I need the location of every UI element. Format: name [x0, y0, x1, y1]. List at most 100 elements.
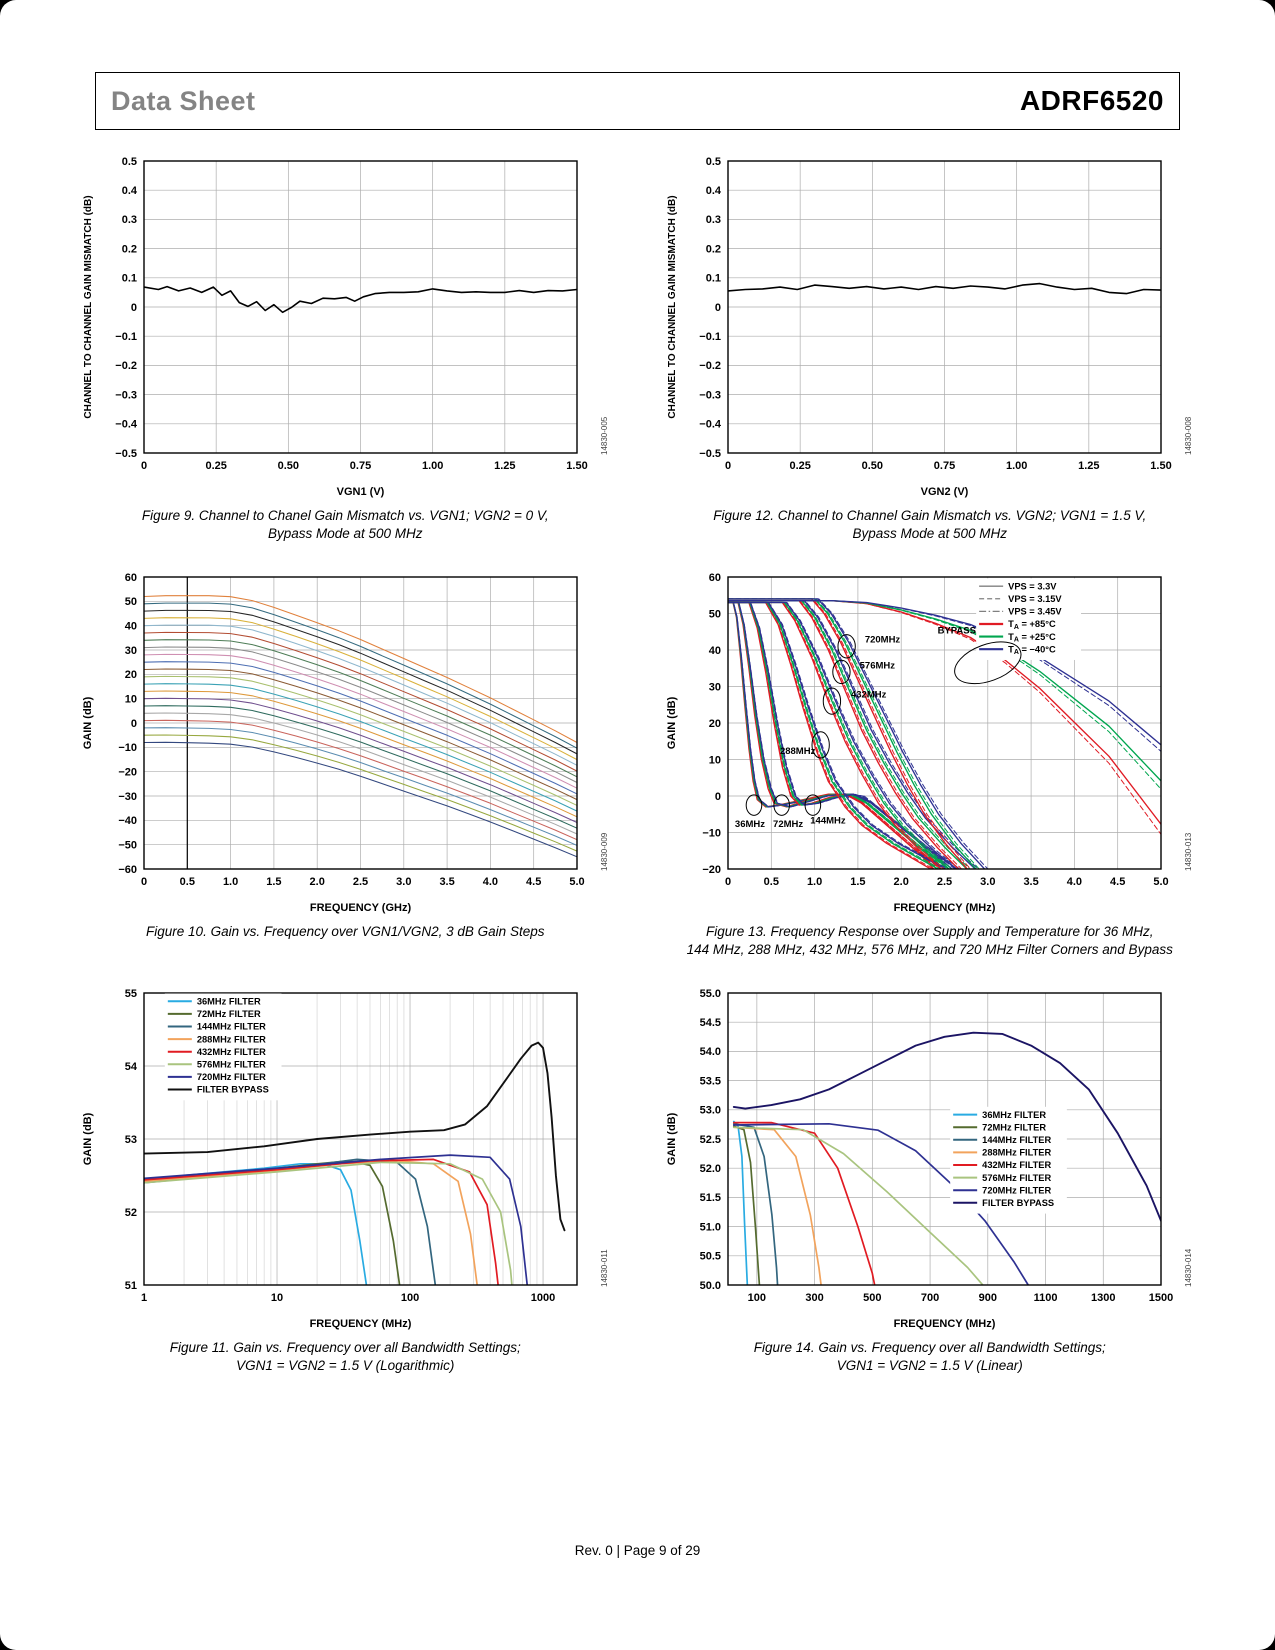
svg-text:40: 40 — [125, 621, 137, 633]
svg-text:720MHz FILTER: 720MHz FILTER — [197, 1072, 266, 1082]
svg-text:1.25: 1.25 — [494, 460, 515, 472]
svg-text:−0.5: −0.5 — [115, 448, 137, 460]
figures-grid: 0 0.25 0.50 0.75 1.00 1.25 1.50 0.5 0.4 0.3 0.2 0.1… — [70, 148, 1205, 1374]
svg-text:5.0: 5.0 — [569, 876, 584, 888]
svg-text:VPS = 3.15V: VPS = 3.15V — [1008, 594, 1062, 604]
svg-text:0.1: 0.1 — [121, 273, 136, 285]
svg-text:0: 0 — [715, 791, 721, 803]
svg-text:52.5: 52.5 — [700, 1134, 721, 1146]
svg-text:−10: −10 — [703, 827, 722, 839]
chart-mismatch-vgn2-svg: 0 0.25 0.50 0.75 1.00 1.25 1.50 0.5 0.4 0.3 0.2 0.1… — [667, 156, 1193, 498]
svg-text:0: 0 — [725, 876, 731, 888]
svg-text:720MHz FILTER: 720MHz FILTER — [982, 1186, 1051, 1196]
svg-text:144MHz FILTER: 144MHz FILTER — [197, 1022, 266, 1032]
figure-9-caption: Figure 9. Channel to Chanel Gain Mismatc… — [78, 507, 613, 542]
svg-text:−0.2: −0.2 — [700, 360, 722, 372]
caption-line: Figure 13. Frequency Response over Suppl… — [706, 924, 1154, 940]
svg-text:60: 60 — [125, 572, 137, 584]
svg-text:0.2: 0.2 — [706, 243, 721, 255]
svg-text:−0.4: −0.4 — [115, 419, 138, 431]
svg-text:300: 300 — [806, 1292, 824, 1304]
figure-12-caption: Figure 12. Channel to Channel Gain Misma… — [662, 507, 1197, 542]
svg-text:BYPASS: BYPASS — [938, 626, 976, 637]
svg-text:TA = +25°C: TA = +25°C — [1008, 632, 1056, 644]
svg-text:FILTER BYPASS: FILTER BYPASS — [982, 1198, 1054, 1208]
svg-text:51.5: 51.5 — [700, 1192, 721, 1204]
svg-text:288MHz FILTER: 288MHz FILTER — [982, 1148, 1051, 1158]
svg-text:VPS = 3.45V: VPS = 3.45V — [1008, 607, 1062, 617]
part-number: ADRF6520 — [1019, 85, 1164, 116]
chart-bandwidth-linear-svg: 100 300 500 700 900 1100 1300 1500 55.0 54.5 54.0 5… — [666, 988, 1193, 1330]
svg-text:53.0: 53.0 — [700, 1105, 721, 1117]
svg-text:1.50: 1.50 — [1151, 460, 1172, 472]
svg-text:0.50: 0.50 — [862, 460, 883, 472]
svg-text:432MHz FILTER: 432MHz FILTER — [982, 1160, 1051, 1170]
svg-text:VGN1 (V): VGN1 (V) — [336, 486, 384, 498]
svg-text:2.5: 2.5 — [937, 876, 952, 888]
figure-9: 0 0.25 0.50 0.75 1.00 1.25 1.50 0.5 0.4 0.3 0.2 0.1… — [78, 148, 613, 542]
chart-gain-steps: 0 0.5 1.0 1.5 2.0 2.5 3.0 3.5 4.0 4.5 5.0 60 50 40 30 2… — [78, 564, 613, 918]
svg-text:0.75: 0.75 — [350, 460, 371, 472]
svg-text:3.0: 3.0 — [396, 876, 411, 888]
figure-11: 1 10 100 1000 55 54 53 52 51 FREQUENCY (MHz) GAIN … — [78, 980, 613, 1374]
svg-text:14830-011: 14830-011 — [600, 1249, 609, 1287]
svg-text:4.5: 4.5 — [1110, 876, 1125, 888]
svg-text:100: 100 — [401, 1292, 419, 1304]
svg-text:0: 0 — [725, 460, 731, 472]
svg-text:0.75: 0.75 — [934, 460, 955, 472]
svg-text:55: 55 — [125, 988, 137, 1000]
page-footer: Rev. 0 | Page 9 of 29 — [574, 1543, 701, 1558]
svg-text:3.5: 3.5 — [1024, 876, 1039, 888]
svg-text:40: 40 — [709, 645, 721, 657]
svg-text:0.1: 0.1 — [706, 273, 721, 285]
svg-text:900: 900 — [979, 1292, 997, 1304]
caption-line: Bypass Mode at 500 MHz — [267, 525, 423, 541]
svg-text:−0.2: −0.2 — [115, 360, 137, 372]
svg-text:4.5: 4.5 — [526, 876, 541, 888]
svg-text:1.50: 1.50 — [566, 460, 587, 472]
chart-gain-mismatch-vgn1: 0 0.25 0.50 0.75 1.00 1.25 1.50 0.5 0.4 0.3 0.2 0.1… — [78, 148, 613, 502]
svg-text:0.5: 0.5 — [121, 156, 136, 168]
svg-text:1300: 1300 — [1091, 1292, 1115, 1304]
svg-text:1.5: 1.5 — [851, 876, 866, 888]
svg-text:−0.3: −0.3 — [700, 389, 722, 401]
svg-text:0.3: 0.3 — [121, 214, 136, 226]
svg-text:2.0: 2.0 — [309, 876, 324, 888]
chart-freq-response-corners-svg: 0 0.5 1.0 1.5 2.0 2.5 3.0 3.5 4.0 4.5 5.0 60 50 40 30 2… — [666, 572, 1193, 914]
svg-text:−50: −50 — [118, 840, 137, 852]
svg-text:FREQUENCY (MHz): FREQUENCY (MHz) — [894, 902, 996, 914]
svg-text:0.5: 0.5 — [706, 156, 721, 168]
chart-gain-mismatch-vgn2: 0 0.25 0.50 0.75 1.00 1.25 1.50 0.5 0.4 0.3 0.2 0.1… — [662, 148, 1197, 502]
svg-text:FREQUENCY (MHz): FREQUENCY (MHz) — [309, 1318, 411, 1330]
svg-text:1.00: 1.00 — [1006, 460, 1027, 472]
svg-text:36MHz FILTER: 36MHz FILTER — [197, 997, 261, 1007]
chart-bandwidth-log: 1 10 100 1000 55 54 53 52 51 FREQUENCY (MHz) GAIN … — [78, 980, 613, 1334]
svg-text:53: 53 — [125, 1134, 137, 1146]
svg-text:50: 50 — [125, 596, 137, 608]
figure-13-caption: Figure 13. Frequency Response over Suppl… — [662, 923, 1197, 958]
svg-text:FREQUENCY (GHz): FREQUENCY (GHz) — [310, 902, 412, 914]
svg-text:53.5: 53.5 — [700, 1076, 721, 1088]
svg-text:0.5: 0.5 — [764, 876, 779, 888]
svg-text:54.5: 54.5 — [700, 1017, 721, 1029]
svg-text:1.25: 1.25 — [1078, 460, 1099, 472]
svg-text:TA = +85°C: TA = +85°C — [1008, 619, 1056, 631]
svg-text:20: 20 — [125, 669, 137, 681]
caption-line: VGN1 = VGN2 = 1.5 V (Linear) — [836, 1357, 1023, 1373]
caption-line: Figure 12. Channel to Channel Gain Misma… — [713, 508, 1147, 523]
svg-text:VPS = 3.3V: VPS = 3.3V — [1008, 581, 1057, 591]
svg-text:0: 0 — [131, 302, 137, 314]
svg-text:−0.1: −0.1 — [700, 331, 722, 343]
svg-text:14830-005: 14830-005 — [600, 416, 609, 455]
chart-freq-response-corners: 0 0.5 1.0 1.5 2.0 2.5 3.0 3.5 4.0 4.5 5.0 60 50 40 30 2… — [662, 564, 1197, 918]
svg-text:0: 0 — [141, 876, 147, 888]
svg-text:0.5: 0.5 — [179, 876, 194, 888]
svg-text:0: 0 — [131, 718, 137, 730]
svg-text:72MHz FILTER: 72MHz FILTER — [982, 1123, 1046, 1133]
svg-text:576MHz FILTER: 576MHz FILTER — [197, 1060, 266, 1070]
svg-text:−40: −40 — [118, 815, 137, 827]
caption-line: Figure 14. Gain vs. Frequency over all B… — [753, 1340, 1106, 1356]
svg-text:3.5: 3.5 — [439, 876, 454, 888]
figure-12: 0 0.25 0.50 0.75 1.00 1.25 1.50 0.5 0.4 0.3 0.2 0.1… — [662, 148, 1197, 542]
svg-text:1: 1 — [141, 1292, 147, 1304]
